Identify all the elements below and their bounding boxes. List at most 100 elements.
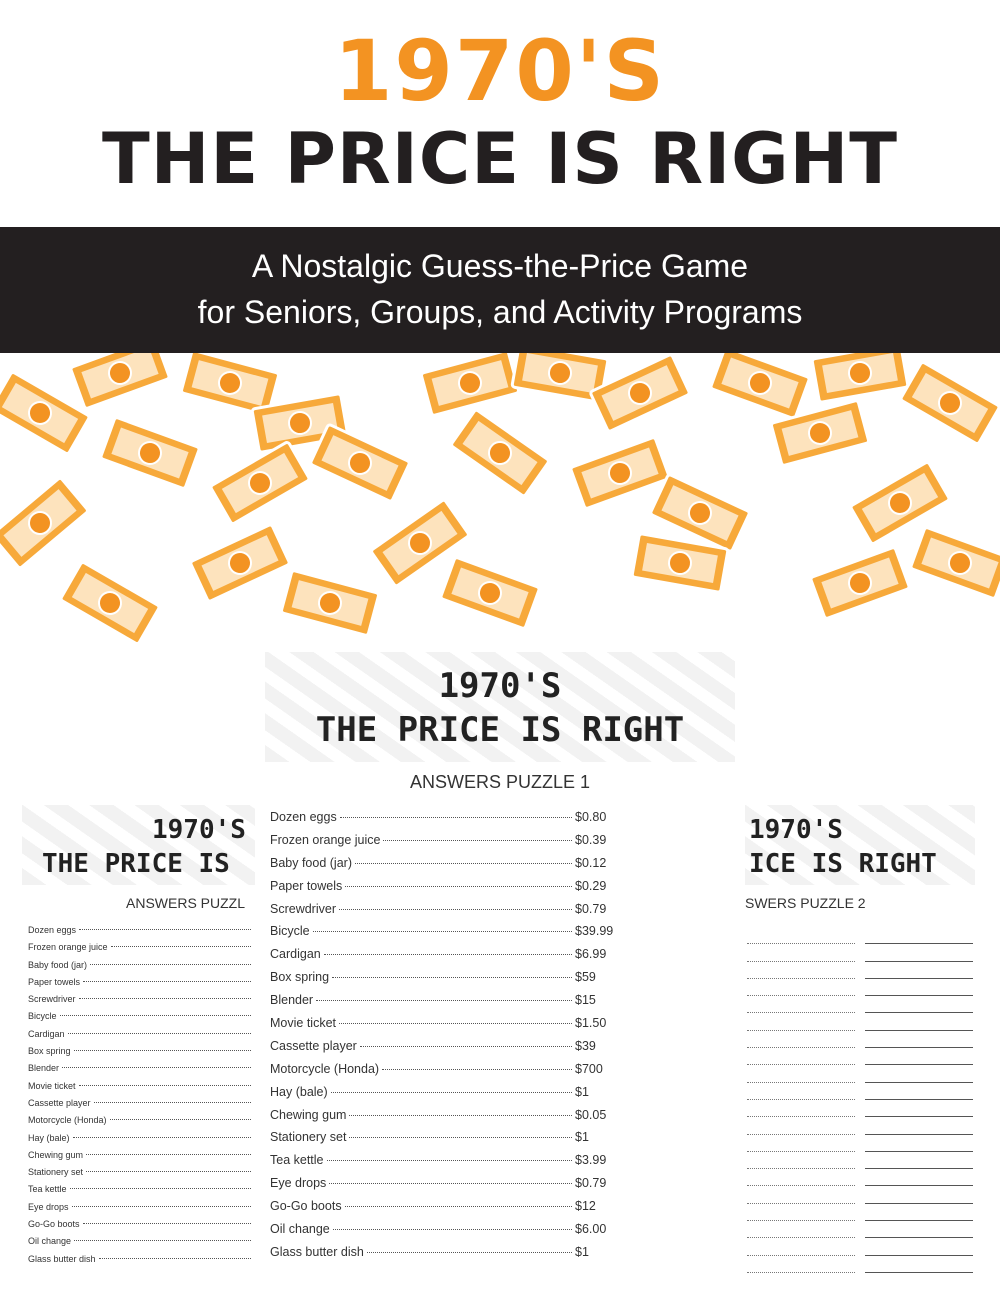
dot-leader bbox=[747, 1100, 855, 1118]
answer-row: Chewing gum $0.05 bbox=[270, 1108, 615, 1131]
money-bill bbox=[0, 476, 89, 570]
dot-leader bbox=[747, 962, 855, 979]
money-bill bbox=[899, 361, 1000, 445]
answer-row: Oil change $6.00 bbox=[270, 1222, 615, 1245]
answer-blank bbox=[747, 1100, 973, 1118]
bill-seal bbox=[28, 401, 52, 425]
item-name: Motorcycle (Honda) bbox=[28, 1115, 107, 1126]
answer-blank bbox=[747, 962, 973, 979]
answer-row: Screwdriver $0.79 bbox=[270, 902, 615, 925]
dot-leader bbox=[312, 931, 572, 933]
money-bill bbox=[180, 353, 280, 417]
item-name: Cardigan bbox=[270, 947, 321, 962]
bill-seal bbox=[488, 441, 512, 465]
dot-leader bbox=[747, 944, 855, 962]
dot-leader bbox=[109, 1119, 251, 1121]
dot-leader bbox=[747, 1169, 855, 1187]
item-name: Go-Go boots bbox=[28, 1219, 80, 1230]
bill-seal bbox=[348, 451, 372, 475]
answer-blank bbox=[747, 1117, 973, 1135]
item-name: Glass butter dish bbox=[28, 1253, 96, 1264]
item-name: Screwdriver bbox=[270, 901, 336, 916]
answer-line bbox=[865, 979, 973, 997]
dot-leader bbox=[747, 1186, 855, 1204]
item-row: Cassette player bbox=[28, 1098, 254, 1115]
item-name: Baby food (jar) bbox=[270, 855, 352, 870]
answer-blank bbox=[747, 1169, 973, 1187]
answer-blank bbox=[747, 1013, 973, 1031]
money-bill bbox=[280, 569, 380, 637]
dot-leader bbox=[78, 998, 251, 1000]
answer-row: Glass butter dish $1 bbox=[270, 1245, 615, 1268]
item-name: Frozen orange juice bbox=[270, 832, 381, 847]
item-row: Stationery set bbox=[28, 1167, 254, 1184]
item-name: Hay (bale) bbox=[28, 1132, 70, 1143]
answer-line bbox=[865, 1169, 973, 1187]
answer-line bbox=[865, 1031, 973, 1049]
page-header-pattern bbox=[265, 652, 735, 762]
dot-leader bbox=[332, 1229, 572, 1231]
item-row: Box spring bbox=[28, 1046, 254, 1063]
item-price: $15 bbox=[575, 993, 596, 1008]
answer-line bbox=[865, 1152, 973, 1170]
answer-line bbox=[865, 962, 973, 979]
item-row: Bicycle bbox=[28, 1011, 254, 1028]
left-page: 1970'S THE PRICE IS ANSWERS PUZZL Dozen … bbox=[22, 805, 255, 1293]
bill-seal bbox=[748, 371, 772, 395]
page-year: 1970'S bbox=[749, 815, 843, 845]
money-bill bbox=[99, 416, 201, 490]
bill-seal bbox=[478, 581, 502, 605]
page-subtitle: SWERS PUZZLE 2 bbox=[745, 895, 866, 911]
answer-line bbox=[865, 996, 973, 1014]
cover-year: 1970'S bbox=[333, 22, 666, 120]
item-name: Box spring bbox=[270, 970, 330, 985]
dot-leader bbox=[59, 1015, 251, 1017]
answer-line bbox=[865, 1013, 973, 1031]
answer-row: Box spring $59 bbox=[270, 970, 615, 993]
dot-leader bbox=[366, 1251, 572, 1253]
dot-leader bbox=[326, 1160, 572, 1162]
item-price: $6.99 bbox=[575, 947, 607, 962]
subtitle-banner: A Nostalgic Guess-the-Price Game for Sen… bbox=[0, 227, 1000, 353]
answer-blank bbox=[747, 1238, 973, 1256]
item-row: Paper towels bbox=[28, 977, 254, 994]
item-name: Blender bbox=[28, 1063, 60, 1074]
item-name: Dozen eggs bbox=[270, 810, 337, 824]
answer-row: Cassette player $39 bbox=[270, 1039, 615, 1062]
item-row: Chewing gum bbox=[28, 1150, 254, 1167]
item-price: $0.12 bbox=[575, 855, 607, 870]
answer-row: Paper towels $0.29 bbox=[270, 879, 615, 902]
page-title: ICE IS RIGHT bbox=[749, 849, 937, 879]
item-name: Box spring bbox=[28, 1046, 71, 1057]
dot-leader bbox=[747, 1083, 855, 1100]
item-name: Tea kettle bbox=[270, 1153, 324, 1168]
dot-leader bbox=[747, 1117, 855, 1135]
item-name: Bicycle bbox=[28, 1011, 57, 1022]
bill-seal bbox=[888, 491, 912, 515]
item-row: Screwdriver bbox=[28, 994, 254, 1011]
item-name: Eye drops bbox=[270, 1176, 327, 1191]
bill-seal bbox=[938, 391, 962, 415]
money-bill bbox=[770, 399, 870, 467]
answer-blank bbox=[747, 1048, 973, 1066]
dot-leader bbox=[79, 929, 251, 930]
dot-leader bbox=[747, 1065, 855, 1083]
banner-line: for Seniors, Groups, and Activity Progra… bbox=[197, 294, 803, 330]
page-header-pattern bbox=[745, 805, 975, 885]
item-row: Oil change bbox=[28, 1236, 254, 1253]
dot-leader bbox=[747, 979, 855, 997]
dot-leader bbox=[339, 1023, 572, 1025]
answer-blank bbox=[747, 1065, 973, 1083]
answer-row: Tea kettle $3.99 bbox=[270, 1153, 615, 1176]
item-name: Stationery set bbox=[28, 1167, 84, 1178]
answer-blank bbox=[747, 1152, 973, 1170]
money-bill bbox=[809, 546, 911, 620]
bill-seal bbox=[668, 551, 692, 575]
dot-leader bbox=[98, 1257, 251, 1259]
dot-leader bbox=[72, 1136, 251, 1138]
dot-leader bbox=[747, 1221, 855, 1239]
item-price: $39 bbox=[575, 1038, 596, 1053]
bill-seal bbox=[318, 591, 342, 615]
dot-leader bbox=[332, 977, 572, 979]
item-name: Cassette player bbox=[28, 1097, 91, 1108]
